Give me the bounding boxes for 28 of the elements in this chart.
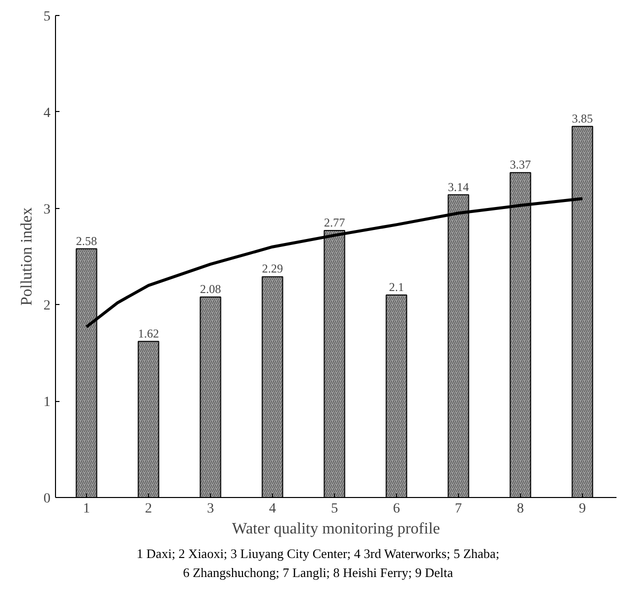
text: 6 Zhangshuchong; 7 Langli; 8 Heishi Ferry; 9 Delta xyxy=(182,564,454,580)
x-tick-label: 8 xyxy=(516,502,524,516)
data-label: 2.77 xyxy=(324,215,345,230)
text: 1 Daxi; 2 Xiaoxi; 3 Liuyang City Center; 4 3rd Waterworks; 5 Zhaba; xyxy=(136,546,500,561)
data-label: 3.37 xyxy=(510,158,531,172)
data-label: 3.85 xyxy=(572,111,593,126)
x-tick-label: 4 xyxy=(268,502,276,516)
y-tick-label: 5 xyxy=(44,10,50,24)
x-axis-title: Water quality monitoring profile xyxy=(232,520,440,538)
y-tick-label: 0 xyxy=(44,492,50,506)
y-tick-label: 1 xyxy=(44,395,50,410)
y-axis-title: Pollution index xyxy=(18,207,36,306)
x-tick-label: 5 xyxy=(330,502,338,516)
y-tick-label: 3 xyxy=(44,202,50,218)
x-tick-label: 3 xyxy=(206,502,214,516)
x-tick-label: 7 xyxy=(454,502,462,516)
data-label: 2.58 xyxy=(76,234,97,248)
y-tick-label: 2 xyxy=(44,298,50,314)
data-label: 2.08 xyxy=(200,282,221,296)
data-label: 3.14 xyxy=(448,180,469,194)
x-tick-label: 1 xyxy=(82,502,90,516)
x-tick-label: 6 xyxy=(392,502,400,516)
data-label: 2.29 xyxy=(262,262,283,276)
x-tick-label: 2 xyxy=(144,502,152,516)
data-label: 1.62 xyxy=(138,326,159,340)
y-tick-label: 4 xyxy=(44,106,50,121)
data-label: 2.1 xyxy=(388,280,404,294)
x-tick-label: 9 xyxy=(578,502,586,516)
